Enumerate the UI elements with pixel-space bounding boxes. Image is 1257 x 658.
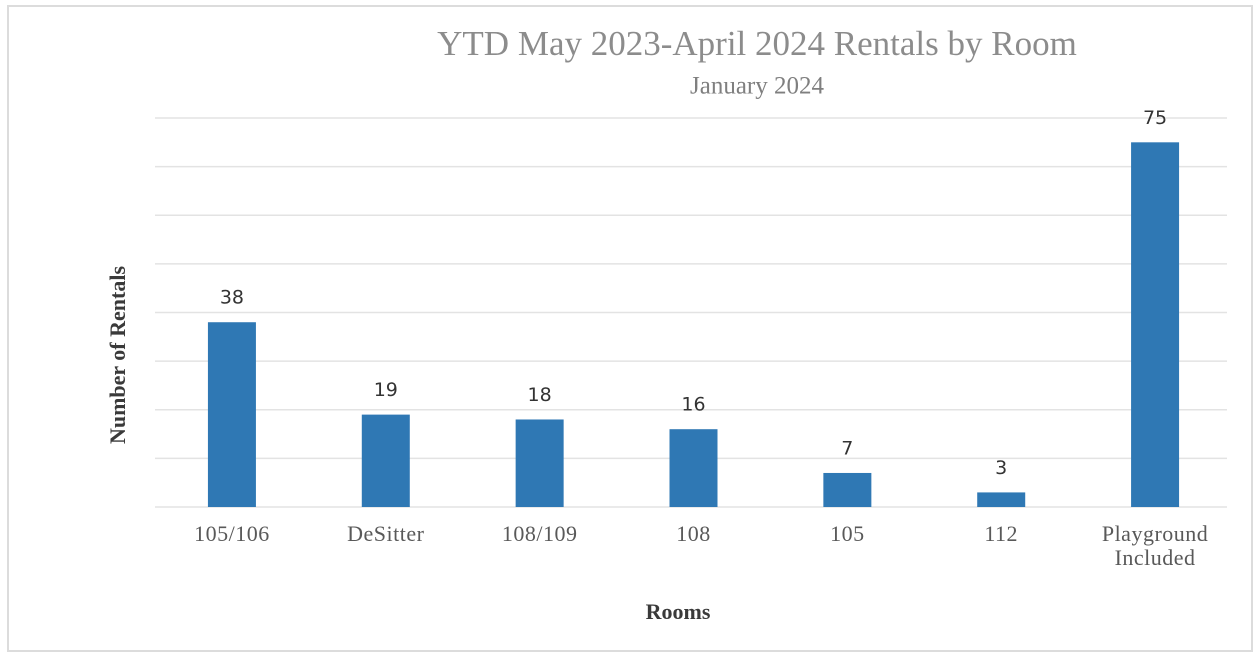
data-label: 18 xyxy=(528,384,552,406)
x-tick-label: Playground Included xyxy=(1101,521,1209,570)
x-tick-label: 108 xyxy=(676,521,711,546)
bar xyxy=(207,322,256,507)
bar xyxy=(1131,142,1180,507)
bar xyxy=(669,429,718,507)
bar xyxy=(977,492,1026,507)
data-label: 19 xyxy=(374,379,398,401)
x-tick-label: 105/106 xyxy=(194,521,270,546)
data-label: 7 xyxy=(841,437,853,459)
data-label: 3 xyxy=(995,457,1007,479)
data-label: 16 xyxy=(681,394,705,416)
x-tick-label: DeSitter xyxy=(347,521,425,546)
x-axis-title: Rooms xyxy=(646,599,711,624)
y-axis-title: Number of Rentals xyxy=(105,266,130,444)
bar xyxy=(515,419,564,507)
bar xyxy=(361,414,410,507)
chart-title: YTD May 2023-April 2024 Rentals by Room xyxy=(437,24,1077,63)
x-tick-label: 112 xyxy=(984,521,1019,546)
x-tick-label: 108/109 xyxy=(501,521,578,546)
frame xyxy=(7,5,1253,652)
x-tick-label: 105 xyxy=(830,521,865,546)
data-label: 75 xyxy=(1143,107,1167,129)
bar xyxy=(823,472,872,507)
chart-subtitle: January 2024 xyxy=(690,73,824,100)
data-label: 38 xyxy=(220,287,244,309)
